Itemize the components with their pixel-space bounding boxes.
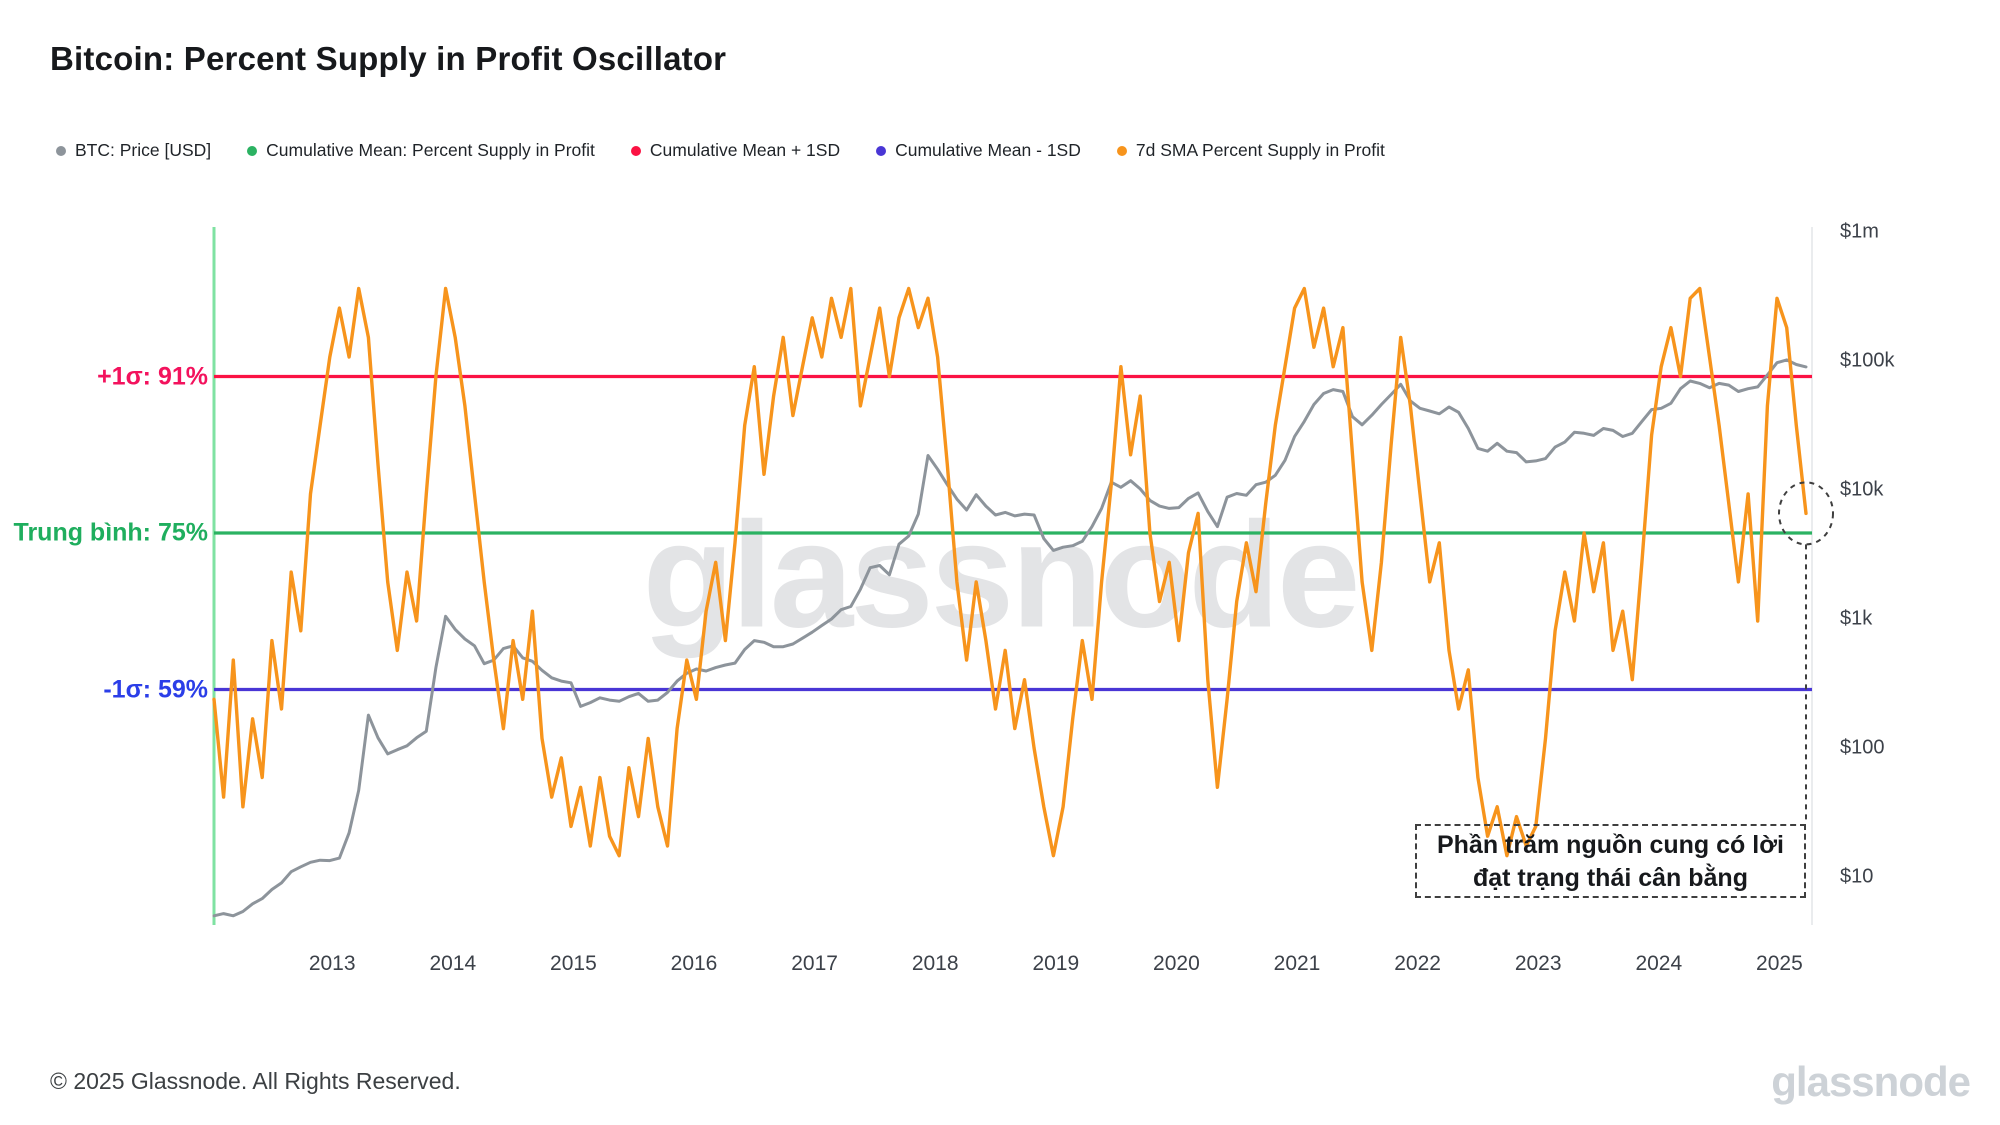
legend-item[interactable]: 7d SMA Percent Supply in Profit: [1116, 140, 1385, 161]
legend-item[interactable]: Cumulative Mean: Percent Supply in Profi…: [247, 140, 595, 161]
legend-dot-icon: [56, 145, 66, 156]
legend-item[interactable]: Cumulative Mean + 1SD: [630, 140, 841, 161]
legend-label: BTC: Price [USD]: [75, 140, 212, 160]
callout-text-line2: đạt trạng thái cân bằng: [1472, 864, 1748, 892]
legend-item[interactable]: Cumulative Mean - 1SD: [876, 140, 1081, 161]
x-axis-tick: 2025: [1756, 952, 1803, 975]
price-axis-tick: $1k: [1840, 607, 1873, 630]
x-axis-tick: 2021: [1273, 952, 1321, 975]
legend-dot-icon: [247, 145, 258, 156]
level-label-mean: Trung bình: 75%: [13, 518, 208, 547]
copyright-text: © 2025 Glassnode. All Rights Reserved.: [50, 1068, 461, 1094]
callout-box: Phần trăm nguồn cung có lời đạt trạng th…: [1414, 824, 1806, 898]
price-axis-tick: $10k: [1840, 478, 1884, 501]
x-axis-tick: 2014: [429, 952, 477, 975]
legend: BTC: Price [USD] Cumulative Mean: Percent…: [56, 140, 1385, 161]
highlight-circle: [1778, 481, 1834, 546]
legend-label: Cumulative Mean: Percent Supply in Profi…: [266, 140, 595, 160]
legend-label: Cumulative Mean - 1SD: [895, 140, 1081, 160]
legend-item[interactable]: BTC: Price [USD]: [56, 140, 211, 161]
price-axis-tick: $10: [1840, 865, 1874, 888]
x-axis-tick: 2022: [1394, 952, 1441, 975]
x-axis-tick: 2023: [1514, 952, 1562, 975]
x-axis-tick: 2020: [1153, 952, 1200, 975]
callout-text-line1: Phần trăm nguồn cung có lời: [1436, 831, 1784, 859]
x-axis-tick: 2018: [911, 952, 959, 975]
legend-dot-icon: [1116, 145, 1127, 156]
level-label-plus1sd: +1σ: 91%: [97, 362, 208, 390]
series-btc-price: [212, 358, 1808, 918]
legend-label: Cumulative Mean + 1SD: [649, 140, 841, 160]
price-axis-tick: $100k: [1840, 349, 1895, 372]
legend-label: 7d SMA Percent Supply in Profit: [1135, 140, 1385, 160]
legend-dot-icon: [876, 145, 887, 156]
level-label-minus1sd: -1σ: 59%: [103, 675, 208, 703]
glassnode-logo: glassnode: [1771, 1058, 1971, 1105]
x-axis-tick: 2024: [1635, 952, 1683, 975]
series-percent-supply-in-profit: [212, 286, 1808, 858]
price-axis-tick: $1m: [1840, 220, 1879, 243]
chart-title: Bitcoin: Percent Supply in Profit Oscill…: [50, 40, 727, 77]
x-axis-tick: 2019: [1032, 952, 1080, 975]
x-axis-tick: 2015: [550, 952, 597, 975]
x-axis-tick: 2017: [791, 952, 838, 975]
x-axis-tick: 2013: [308, 952, 356, 975]
legend-dot-icon: [630, 145, 641, 156]
x-axis-tick: 2016: [670, 952, 718, 975]
price-axis-tick: $100: [1840, 736, 1885, 759]
